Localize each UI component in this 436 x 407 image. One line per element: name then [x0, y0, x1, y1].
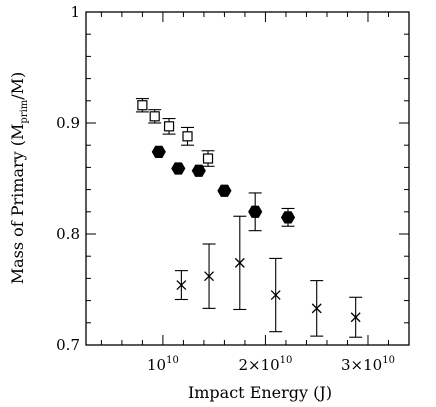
data-point-cross — [204, 271, 215, 282]
y-tick-label: 1 — [70, 3, 80, 21]
y-tick-label: 0.7 — [56, 336, 80, 354]
x-tick-label-mantissa: 10 — [147, 356, 166, 374]
data-point-cross — [350, 312, 361, 323]
data-point-cross — [234, 257, 245, 268]
y-axis-title-prefix: Mass of Primary (M — [8, 124, 27, 285]
data-point-open-square — [137, 100, 148, 111]
data-point-open-square — [149, 111, 160, 122]
x-axis-title: Impact Energy (J) — [188, 383, 332, 402]
data-point-filled-hexagon — [248, 205, 263, 218]
x-tick-label-exponent: 10 — [280, 355, 293, 366]
data-point-open-square — [202, 153, 214, 164]
x-tick-label-mantissa: 3×10 — [341, 356, 382, 374]
x-tick-label-mantissa: 2×10 — [238, 356, 279, 374]
cross-stroke — [234, 257, 245, 268]
data-point-cross — [311, 303, 322, 314]
data-point-filled-hexagon — [280, 211, 296, 224]
cross-stroke — [204, 271, 215, 282]
data-point-filled-hexagon — [191, 164, 206, 177]
x-tick-label: 1010 — [147, 355, 179, 374]
data-point-filled-hexagon — [217, 184, 232, 197]
x-tick-label-exponent: 10 — [382, 355, 395, 366]
data-point-filled-hexagon — [171, 162, 186, 175]
x-tick-labels: 1010 2×1010 3×1010 — [147, 355, 395, 374]
x-tick-label-exponent: 10 — [166, 355, 179, 366]
error-bars — [135, 98, 363, 338]
data-point-open-square — [163, 121, 175, 132]
data-markers — [137, 100, 361, 323]
y-tick-label: 0.9 — [56, 114, 80, 132]
plot-frame — [85, 11, 410, 346]
data-point-cross — [176, 280, 187, 291]
data-point-cross — [270, 290, 281, 301]
cross-stroke — [350, 312, 361, 323]
cross-stroke — [176, 280, 187, 291]
x-tick-label: 3×1010 — [341, 355, 395, 374]
tick-marks — [86, 11, 410, 346]
y-tick-label: 0.8 — [56, 225, 80, 243]
y-axis-title-subscript: prim — [19, 99, 30, 123]
cross-stroke — [270, 290, 281, 301]
data-point-filled-hexagon — [151, 145, 166, 158]
y-axis-title: Mass of Primary (Mprim/M) — [8, 72, 30, 285]
y-axis-title-suffix: /M) — [8, 72, 27, 100]
cross-stroke — [311, 303, 322, 314]
y-tick-labels: 0.7 0.8 0.9 1 — [56, 3, 80, 354]
x-tick-label: 2×1010 — [238, 355, 292, 374]
data-point-open-square — [182, 131, 193, 142]
